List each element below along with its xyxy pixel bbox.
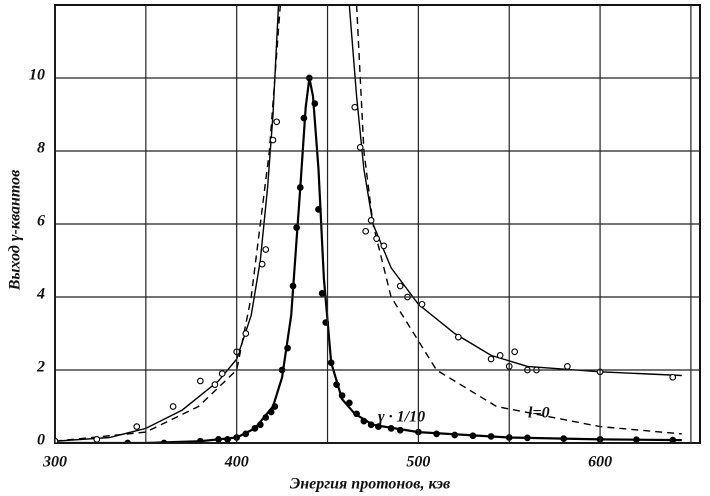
data-point xyxy=(367,217,375,224)
data-point xyxy=(511,348,519,356)
plot-area xyxy=(55,5,682,443)
data-point xyxy=(211,381,219,388)
data-point xyxy=(560,435,568,442)
data-point xyxy=(242,330,250,337)
data-point xyxy=(93,436,101,443)
data-point xyxy=(311,100,319,107)
data-point xyxy=(487,355,495,363)
y-tick-label: 2 xyxy=(36,359,45,376)
data-point xyxy=(387,425,395,432)
data-point xyxy=(215,436,222,443)
data-point xyxy=(271,403,279,410)
data-point xyxy=(242,430,250,438)
data-point xyxy=(267,408,275,416)
data-point xyxy=(396,282,404,290)
y-tick-label: 4 xyxy=(36,286,45,303)
data-point xyxy=(293,224,300,231)
data-point xyxy=(197,377,204,385)
x-tick-label: 600 xyxy=(588,454,612,471)
data-point xyxy=(333,381,340,388)
data-point xyxy=(496,352,504,359)
data-point xyxy=(169,403,177,410)
data-point xyxy=(284,344,291,352)
data-point xyxy=(373,235,380,242)
y-tick-label: 8 xyxy=(37,140,45,157)
curve xyxy=(55,5,682,442)
y-tick-label: 6 xyxy=(37,213,45,230)
data-point xyxy=(487,433,495,440)
curve xyxy=(55,77,682,443)
data-point xyxy=(524,434,531,442)
data-point xyxy=(351,103,359,111)
data-point xyxy=(633,436,640,443)
data-point xyxy=(300,114,308,122)
data-point xyxy=(345,399,353,407)
data-point xyxy=(318,290,326,297)
data-point xyxy=(669,436,677,443)
data-point xyxy=(367,421,375,429)
data-point xyxy=(327,359,335,367)
data-point xyxy=(197,437,204,443)
data-point xyxy=(269,136,277,144)
data-point xyxy=(669,373,677,381)
data-point xyxy=(469,432,477,440)
x-axis-label: Энергия протонов, кэв xyxy=(290,476,450,493)
data-point xyxy=(362,227,370,235)
data-point xyxy=(160,439,168,443)
y-tick-label: 10 xyxy=(29,67,45,84)
y-axis-label: Выход γ-квантов xyxy=(7,170,24,292)
data-point xyxy=(396,426,404,434)
x-tick-label: 400 xyxy=(224,454,249,471)
data-point xyxy=(564,363,571,370)
data-point xyxy=(375,423,382,430)
data-point xyxy=(262,246,270,253)
data-point xyxy=(133,423,141,430)
data-point xyxy=(455,333,462,341)
data-point xyxy=(433,430,440,438)
annotation: l=0 xyxy=(528,405,550,422)
annotation: γ · 1/10 xyxy=(378,409,425,426)
y-tick-label: 0 xyxy=(37,432,45,449)
data-point xyxy=(218,370,226,378)
data-point xyxy=(258,260,266,268)
data-point xyxy=(353,410,360,418)
x-tick-label: 300 xyxy=(42,454,67,471)
data-point xyxy=(418,300,426,308)
data-point xyxy=(256,421,264,429)
data-point xyxy=(356,144,364,151)
x-tick-label: 500 xyxy=(406,454,430,471)
data-point xyxy=(251,425,259,432)
data-point xyxy=(451,431,459,439)
data-point xyxy=(315,206,322,213)
data-point xyxy=(124,439,132,443)
data-point xyxy=(296,184,304,191)
data-point xyxy=(262,414,270,421)
data-point xyxy=(289,282,297,290)
data-point xyxy=(360,417,368,425)
data-point xyxy=(224,436,231,443)
curve xyxy=(55,5,682,442)
data-point xyxy=(273,118,281,126)
data-point xyxy=(338,392,346,399)
data-point xyxy=(380,242,388,250)
